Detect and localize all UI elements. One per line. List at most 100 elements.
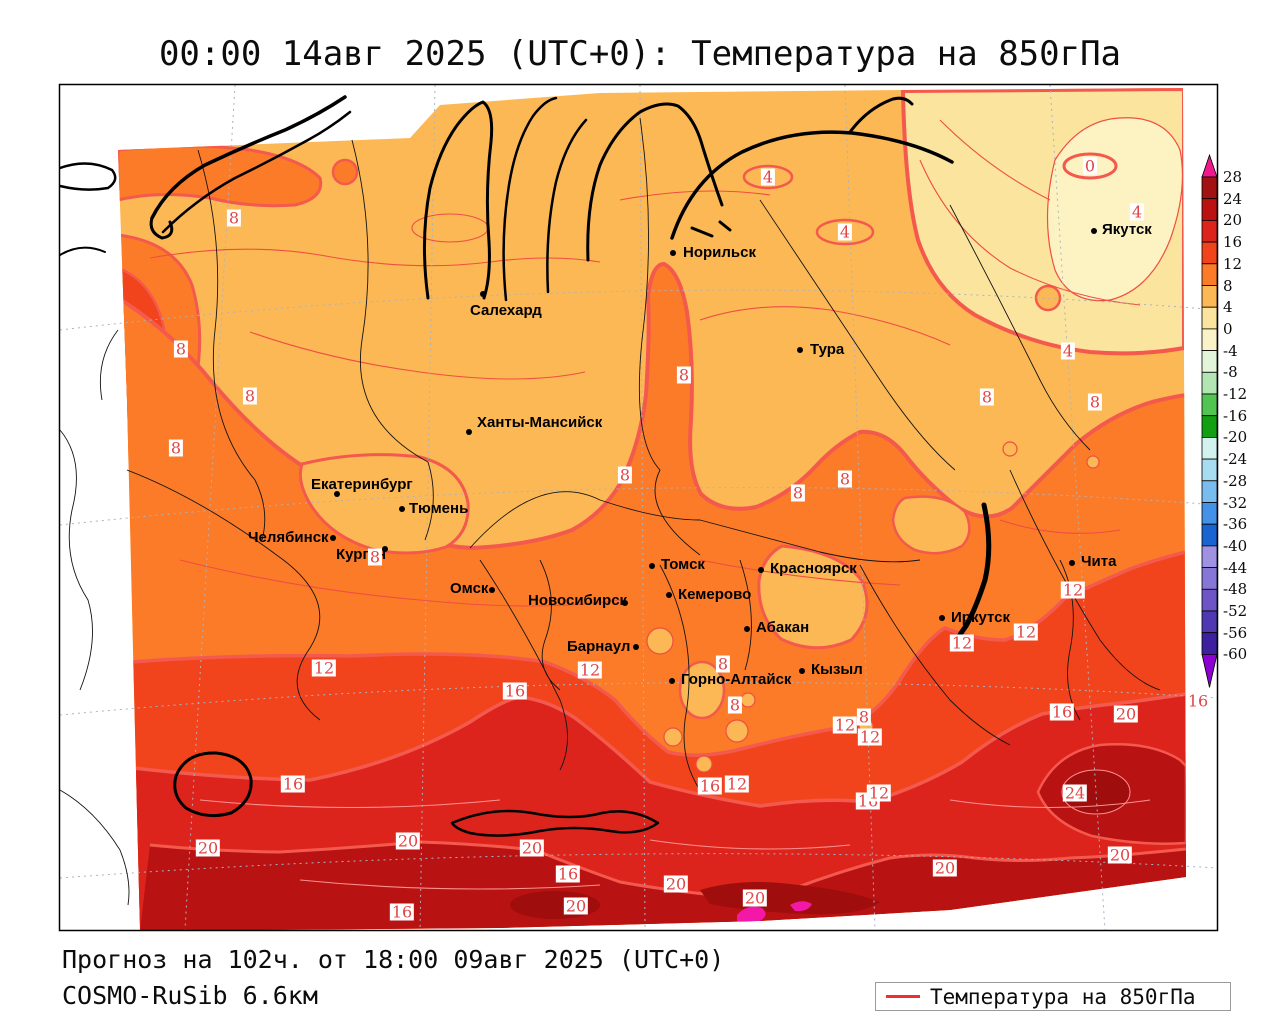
contour-value-label: 20: [1108, 847, 1132, 864]
city-label: Салехард: [470, 302, 542, 319]
colorbar-tick-label: 24: [1223, 190, 1242, 208]
contour-value-label: 20: [1114, 706, 1138, 723]
colorbar-cell: [1202, 524, 1217, 546]
colorbar-cell: [1202, 220, 1217, 242]
contour-value-label: 8: [368, 549, 382, 566]
model-info: COSMO-RuSib 6.6км: [62, 981, 318, 1010]
contour-value-label: 4: [761, 169, 775, 186]
colorbar-cell: [1202, 611, 1217, 633]
contour-value-label: 12: [950, 635, 974, 652]
colorbar-tick-label: 4: [1223, 298, 1233, 316]
city-dot: [480, 291, 486, 297]
colorbar-cell: [1202, 503, 1217, 525]
city-label: Тура: [810, 341, 844, 358]
contour-value-label: 4: [1130, 204, 1144, 221]
contour-value-label: 20: [196, 840, 220, 857]
contour-value-label: 12: [867, 785, 891, 802]
colorbar-tick-label: -20: [1223, 428, 1247, 446]
colorbar-tick-label: 12: [1223, 255, 1242, 273]
colorbar-cell: [1202, 481, 1217, 503]
colorbar-tick-label: -16: [1223, 407, 1247, 425]
contour-value-label: 8: [857, 709, 871, 726]
colorbar-tick-label: -32: [1223, 494, 1247, 512]
colorbar-tick-label: -56: [1223, 624, 1247, 642]
contour-value-label: 8: [791, 485, 805, 502]
contour-value-label: 8: [980, 389, 994, 406]
temperature-line-sample: [886, 995, 920, 998]
city-label: Кемерово: [678, 586, 751, 603]
legend-box: Температура на 850гПа: [875, 982, 1231, 1011]
city-dot: [399, 506, 405, 512]
contour-value-label: 16: [390, 904, 414, 921]
city-dot: [939, 615, 945, 621]
city-dot: [649, 563, 655, 569]
colorbar-cell: [1202, 351, 1217, 373]
colorbar: [1202, 155, 1217, 687]
colorbar-cell: [1202, 589, 1217, 611]
city-dot: [797, 347, 803, 353]
colorbar-cell: [1202, 546, 1217, 568]
contour-value-label: 12: [578, 662, 602, 679]
city-dot: [466, 429, 472, 435]
contour-value-label: 12: [1061, 582, 1085, 599]
colorbar-tick-label: 16: [1223, 233, 1242, 251]
city-dot: [633, 644, 639, 650]
city-label: Тюмень: [409, 500, 468, 517]
contour-value-label: 0: [1083, 158, 1097, 175]
contour-value-label: 8: [728, 697, 742, 714]
colorbar-tick-label: -28: [1223, 472, 1247, 490]
colorbar-tick-label: 28: [1223, 168, 1242, 186]
contour-value-label: 8: [838, 471, 852, 488]
colorbar-tick-label: -44: [1223, 559, 1247, 577]
colorbar-tick-label: -40: [1223, 537, 1247, 555]
map-canvas: [0, 0, 1280, 1024]
colorbar-tick-label: -60: [1223, 645, 1247, 663]
contour-value-label: 20: [520, 840, 544, 857]
city-dot: [489, 587, 495, 593]
contour-value-label: 12: [312, 660, 336, 677]
colorbar-tick-label: -52: [1223, 602, 1247, 620]
city-label: Новосибирск: [528, 592, 627, 609]
contour-value-label: 4: [1061, 343, 1075, 360]
contour-value-label: 20: [564, 898, 588, 915]
city-label: Иркутск: [951, 609, 1010, 626]
colorbar-cell: [1202, 394, 1217, 416]
colorbar-tick-label: 20: [1223, 211, 1242, 229]
colorbar-cell: [1202, 329, 1217, 351]
legend-label: Температура на 850гПа: [930, 985, 1196, 1009]
city-dot: [330, 535, 336, 541]
city-dot: [744, 626, 750, 632]
city-dot: [758, 567, 764, 573]
city-dot: [669, 678, 675, 684]
contour-value-label: 8: [243, 388, 257, 405]
contour-value-label: 8: [618, 467, 632, 484]
contour-value-label: 8: [716, 656, 730, 673]
colorbar-arrow-under: [1202, 654, 1217, 687]
colorbar-cell: [1202, 177, 1217, 199]
colorbar-tick-label: -4: [1223, 342, 1238, 360]
colorbar-cell: [1202, 459, 1217, 481]
contour-value-label: 16: [1186, 693, 1210, 710]
colorbar-cell: [1202, 372, 1217, 394]
city-dot: [1069, 560, 1075, 566]
city-label: Якутск: [1102, 221, 1152, 238]
contour-value-label: 16: [503, 683, 527, 700]
city-dot: [670, 250, 676, 256]
colorbar-tick-label: 8: [1223, 277, 1233, 295]
contour-value-label: 8: [169, 440, 183, 457]
colorbar-cell: [1202, 307, 1217, 329]
contour-value-label: 12: [858, 729, 882, 746]
colorbar-tick-label: -12: [1223, 385, 1247, 403]
contour-value-label: 16: [556, 866, 580, 883]
contour-value-label: 12: [833, 717, 857, 734]
city-label: Абакан: [756, 619, 809, 636]
contour-value-label: 24: [1063, 785, 1087, 802]
city-label: Томск: [661, 556, 705, 573]
contour-value-label: 12: [725, 776, 749, 793]
city-label: Барнаул: [567, 638, 630, 655]
colorbar-arrow-over: [1202, 155, 1217, 177]
city-label: Екатеринбург: [311, 476, 413, 493]
colorbar-cell: [1202, 633, 1217, 655]
contour-value-label: 8: [677, 367, 691, 384]
city-label: Чита: [1081, 553, 1116, 570]
